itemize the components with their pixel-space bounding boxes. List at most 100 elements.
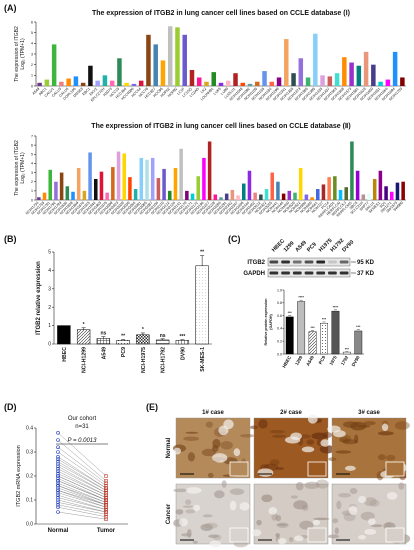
tissue-blob xyxy=(319,444,335,454)
tissue-blob xyxy=(394,421,410,430)
tumor-point xyxy=(104,474,108,478)
x-tick-label: Normal xyxy=(48,528,69,534)
y-tick-label: 4 xyxy=(48,268,51,274)
bar xyxy=(308,331,317,355)
normal-point xyxy=(56,478,60,483)
tissue-blob xyxy=(175,509,184,515)
significance-mark: **** xyxy=(298,296,304,300)
normal-point xyxy=(56,510,60,514)
pair-line xyxy=(57,475,107,498)
y-tick-label: 5 xyxy=(31,153,33,157)
bar xyxy=(189,70,195,86)
bar xyxy=(269,81,275,86)
lumen-space xyxy=(312,519,321,526)
tissue-blob xyxy=(192,540,198,544)
bar xyxy=(334,73,340,86)
bar xyxy=(230,189,235,200)
bar xyxy=(37,82,42,86)
x-tick-label: NCI-H1975 xyxy=(141,347,147,373)
bar xyxy=(333,176,337,200)
pair-line xyxy=(57,485,107,503)
significance-mark: *** xyxy=(345,347,350,351)
tissue-blob xyxy=(370,524,383,528)
tissue-blob xyxy=(338,493,351,498)
bar xyxy=(224,193,229,200)
bar xyxy=(136,334,150,345)
bar xyxy=(167,26,173,86)
lumen-space xyxy=(209,540,221,548)
x-tick-label: LU65 xyxy=(213,87,222,96)
bar xyxy=(298,168,303,200)
x-tick-label: PC9 xyxy=(121,347,127,357)
bar xyxy=(284,39,289,86)
bar xyxy=(195,265,209,345)
x-tick-label: SKLU1 xyxy=(365,201,376,212)
x-tick-label: SBC5 xyxy=(349,201,358,210)
normal-point xyxy=(56,438,60,442)
pair-line xyxy=(57,439,107,481)
lumen-space xyxy=(333,430,346,438)
bar xyxy=(42,192,47,200)
pair-line xyxy=(57,485,107,505)
tissue-blob xyxy=(205,421,213,428)
bar xyxy=(363,51,369,86)
pair-line xyxy=(57,459,107,489)
lumen-space xyxy=(233,448,241,457)
chart-a1: The expression of ITGB2 in lung cancer c… xyxy=(14,9,406,102)
ihc-inset xyxy=(307,461,327,477)
y-tick-label: 0 xyxy=(31,198,33,202)
bar xyxy=(139,157,144,200)
bar xyxy=(102,75,108,86)
lumen-space xyxy=(367,518,376,526)
bar xyxy=(320,75,325,86)
x-tick-label: A549 xyxy=(32,87,41,96)
ihc-column-label: 3# case xyxy=(358,410,380,416)
y-tick-label: 3 xyxy=(31,171,33,175)
tissue-blob xyxy=(200,523,213,532)
bar xyxy=(182,34,187,86)
y-tick-label: 1.0 xyxy=(277,288,282,292)
bar xyxy=(321,184,326,200)
x-tick-label: LC1SQ xyxy=(182,87,193,98)
tissue-blob xyxy=(249,425,259,430)
tissue-blob xyxy=(275,515,282,522)
x-tick-label: SK-MES-1 xyxy=(200,347,206,372)
blot-band xyxy=(316,271,326,275)
x-tick-label: LC1F xyxy=(176,86,186,96)
normal-point xyxy=(56,490,60,495)
ihc-row-label: Normal xyxy=(166,437,172,458)
x-tick-label: 1299 xyxy=(294,355,304,367)
bar xyxy=(196,77,202,86)
bar xyxy=(236,195,240,200)
x-tick-label: SW900 xyxy=(393,201,404,212)
x-tick-label: H2073 xyxy=(103,87,113,97)
normal-point xyxy=(56,505,60,510)
tissue-blob xyxy=(269,430,286,434)
ihc-grid: 1# case 2# case 3# case Normal Cancer xyxy=(166,410,411,548)
lumen-space xyxy=(294,535,304,542)
bar xyxy=(116,151,121,200)
pair-line xyxy=(57,495,107,510)
blot-band xyxy=(281,260,290,264)
tissue-blob xyxy=(295,481,304,491)
significance-mark: **** xyxy=(333,305,339,309)
tissue-blob xyxy=(261,494,273,503)
blot-band xyxy=(304,271,314,275)
bar xyxy=(354,330,363,355)
bar xyxy=(226,80,231,86)
bar xyxy=(356,65,362,86)
bar xyxy=(202,157,206,200)
bar xyxy=(313,33,318,86)
bar xyxy=(350,141,354,200)
ihc-inset xyxy=(229,461,249,477)
x-tick-label: LK2 xyxy=(200,87,207,94)
bar xyxy=(264,189,269,200)
bar xyxy=(57,325,71,345)
tissue-blob xyxy=(377,431,394,436)
pair-line xyxy=(57,461,107,491)
tumor-point xyxy=(104,486,108,490)
normal-point xyxy=(56,486,60,490)
lumen-space xyxy=(223,419,234,430)
bar xyxy=(65,186,70,200)
pair-line xyxy=(57,490,107,508)
